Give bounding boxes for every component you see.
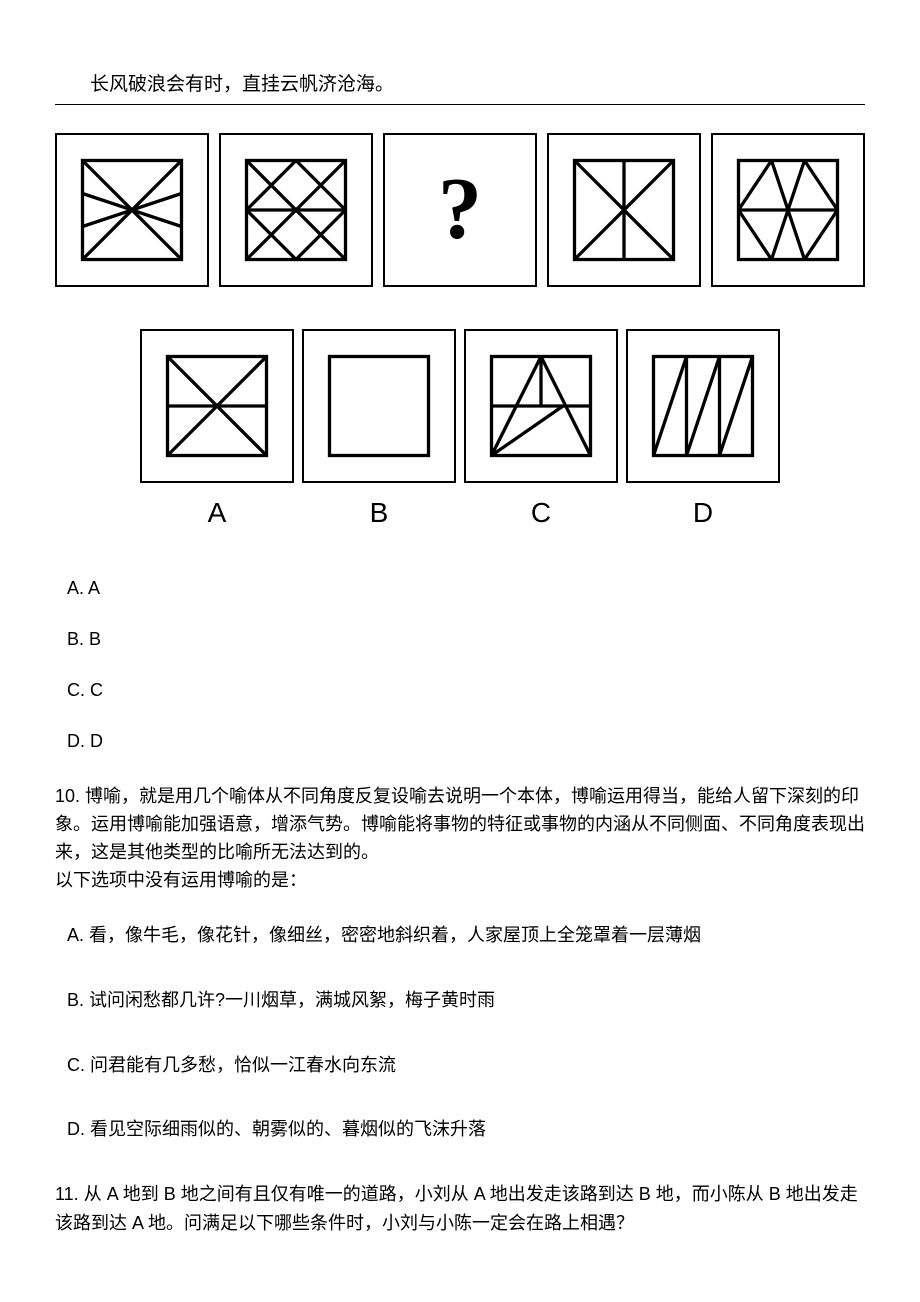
q10-stem: 10. 博喻，就是用几个喻体从不同角度反复设喻去说明一个本体，博喻运用得当，能给… xyxy=(55,783,865,895)
option-panel-d xyxy=(626,329,780,483)
q10-option-b: B. 试问闲愁都几许?一川烟草，满城风絮，梅子黄时雨 xyxy=(67,986,865,1015)
opt-fig-b xyxy=(324,351,434,461)
q11-stem: 11. 从 A 地到 B 地之间有且仅有唯一的道路，小刘从 A 地出发走该路到达… xyxy=(55,1180,865,1238)
seq-panel-5 xyxy=(711,133,865,287)
figure-options-row xyxy=(55,329,865,483)
option-label-a: A xyxy=(140,491,294,536)
seq-fig-2 xyxy=(241,155,351,265)
opt-fig-a xyxy=(162,351,272,461)
option-label-b: B xyxy=(302,491,456,536)
q10-option-c: C. 问君能有几多愁，恰似一江春水向东流 xyxy=(67,1051,865,1080)
q9-option-a: A. A xyxy=(67,574,865,603)
seq-panel-3: ? xyxy=(383,133,537,287)
option-label-c: C xyxy=(464,491,618,536)
figure-sequence-row: ? xyxy=(55,133,865,287)
opt-fig-c xyxy=(486,351,596,461)
option-panel-c xyxy=(464,329,618,483)
q9-option-c: C. C xyxy=(67,676,865,705)
option-panel-a xyxy=(140,329,294,483)
q10-options: A. 看，像牛毛，像花针，像细丝，密密地斜织着，人家屋顶上全笼罩着一层薄烟 B.… xyxy=(55,921,865,1144)
question-mark: ? xyxy=(438,166,482,254)
seq-panel-1 xyxy=(55,133,209,287)
option-panel-b xyxy=(302,329,456,483)
option-labels-row: A B C D xyxy=(55,491,865,536)
q9-options: A. A B. B C. C D. D xyxy=(55,574,865,755)
q10-stem-line2: 以下选项中没有运用博喻的是： xyxy=(55,867,865,895)
seq-panel-4 xyxy=(547,133,701,287)
q10-stem-line1: 10. 博喻，就是用几个喻体从不同角度反复设喻去说明一个本体，博喻运用得当，能给… xyxy=(55,783,865,867)
seq-panel-2 xyxy=(219,133,373,287)
page-header: 长风破浪会有时，直挂云帆济沧海。 xyxy=(55,70,865,105)
q9-option-d: D. D xyxy=(67,727,865,756)
seq-fig-4 xyxy=(569,155,679,265)
opt-fig-d xyxy=(648,351,758,461)
q9-option-b: B. B xyxy=(67,625,865,654)
seq-fig-5 xyxy=(733,155,843,265)
option-label-d: D xyxy=(626,491,780,536)
header-text: 长风破浪会有时，直挂云帆济沧海。 xyxy=(90,74,394,95)
seq-fig-1 xyxy=(77,155,187,265)
q10-option-d: D. 看见空际细雨似的、朝雾似的、暮烟似的飞沫升落 xyxy=(67,1115,865,1144)
q10-option-a: A. 看，像牛毛，像花针，像细丝，密密地斜织着，人家屋顶上全笼罩着一层薄烟 xyxy=(67,921,865,950)
